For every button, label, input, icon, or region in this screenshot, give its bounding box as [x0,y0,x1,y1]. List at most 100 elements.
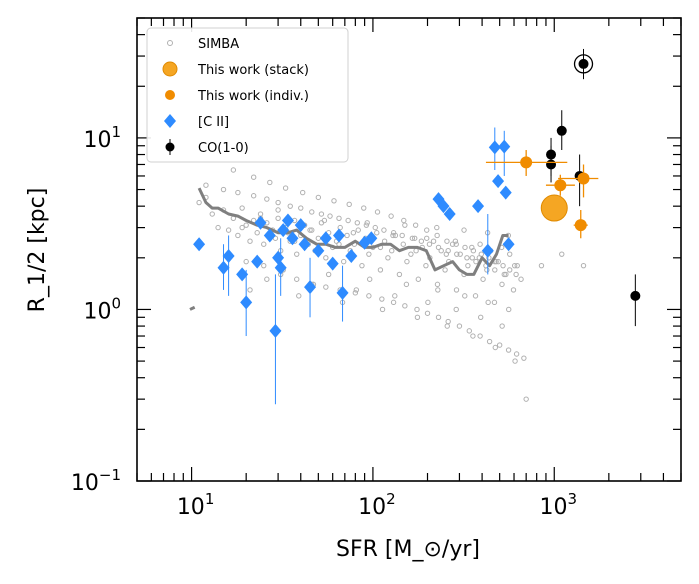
cii-point [488,140,501,155]
cii-point [193,237,206,252]
simba-point [507,251,513,257]
simba-point [366,251,372,257]
simba-point [505,347,512,353]
simba-point [264,196,270,202]
simba-point [449,241,456,247]
simba-point [454,251,460,257]
simba-point [404,258,410,265]
simba-point [196,199,202,206]
cii-point [345,248,358,263]
simba-point [435,314,442,321]
simba-point [267,179,273,186]
indiv-point [574,219,587,232]
simba-point [412,235,418,241]
simba-point [361,205,367,211]
simba-point [465,262,471,269]
cii-point [336,285,349,300]
simba-point [337,224,343,231]
simba-point [239,224,245,231]
simba-point [340,258,347,265]
simba-point [580,262,587,269]
simba-point [336,215,342,221]
simba-point [453,287,460,293]
simba-point [321,217,328,224]
simba-point [452,238,459,244]
simba-point [296,293,302,299]
simba-point [408,251,414,257]
simba-point [512,358,518,364]
cii-point [472,199,485,214]
legend-label-stack: This work (stack) [197,63,309,78]
co-point-ring [573,54,594,74]
cii-point [443,207,456,222]
x-axis-label-text: SFR [M_⊙/yr] [336,537,480,562]
simba-point [496,342,503,348]
simba-point [538,262,545,269]
simba-point [363,222,370,228]
simba-point [464,255,470,261]
simba-point [294,251,300,257]
indiv-point [520,156,533,169]
legend-marker-cii [164,114,176,128]
simba-point [215,224,221,231]
legend-marker-simba [167,40,173,46]
simba-point [426,241,433,247]
simba-point [414,306,420,313]
simba-point [499,323,505,329]
co-point [546,159,557,170]
simba-point [366,293,372,299]
simba-point [275,215,281,221]
simba-point [352,290,359,296]
cii-point [236,267,249,282]
simba-point [506,306,512,313]
simba-point [345,217,351,224]
simba-point [359,262,365,269]
simba-point [409,235,416,241]
simba-point [435,244,442,251]
simba-point [559,251,565,257]
simba-point [318,211,325,217]
simba-point [477,333,483,339]
simba-point [403,281,410,288]
simba-point [470,333,476,339]
simba-point [495,258,501,265]
simba-point [456,323,463,329]
simba-point [381,227,387,233]
simba-point [364,220,370,226]
simba-point [247,287,253,293]
simba-point [239,205,245,211]
simba-point [434,281,441,288]
axes: 101 102 103 10−1 100 101 [71,17,682,520]
x-tick-label: 103 [539,490,577,520]
simba-point [307,227,313,233]
simba-point [461,227,467,233]
x-tick-label: 101 [177,490,215,520]
simba-point [462,244,468,251]
simba-point [521,355,527,361]
cii-point [251,254,264,269]
simba-point [473,258,479,265]
simba-point [466,328,472,334]
indiv-point [554,179,567,192]
simba-point [261,262,267,269]
simba-point [235,232,241,239]
simba-point [424,235,430,241]
simba-point [390,232,396,239]
simba-point [453,241,459,247]
simba-point [315,194,322,201]
legend-label-indiv: This work (indiv.) [197,89,309,104]
simba-point [374,230,380,236]
simba-point [415,276,422,282]
simba-point [462,293,468,299]
y-tick-label: 101 [83,123,121,153]
cii-point [222,248,235,263]
cii-point [294,218,307,233]
y-tick-label: 10−1 [71,466,121,496]
cii-point [240,295,253,310]
simba-point [425,299,431,306]
simba-point [298,205,304,211]
simba-point [430,238,437,244]
cii-point [263,228,276,243]
cii-point [298,237,311,252]
simba-point [379,296,385,302]
